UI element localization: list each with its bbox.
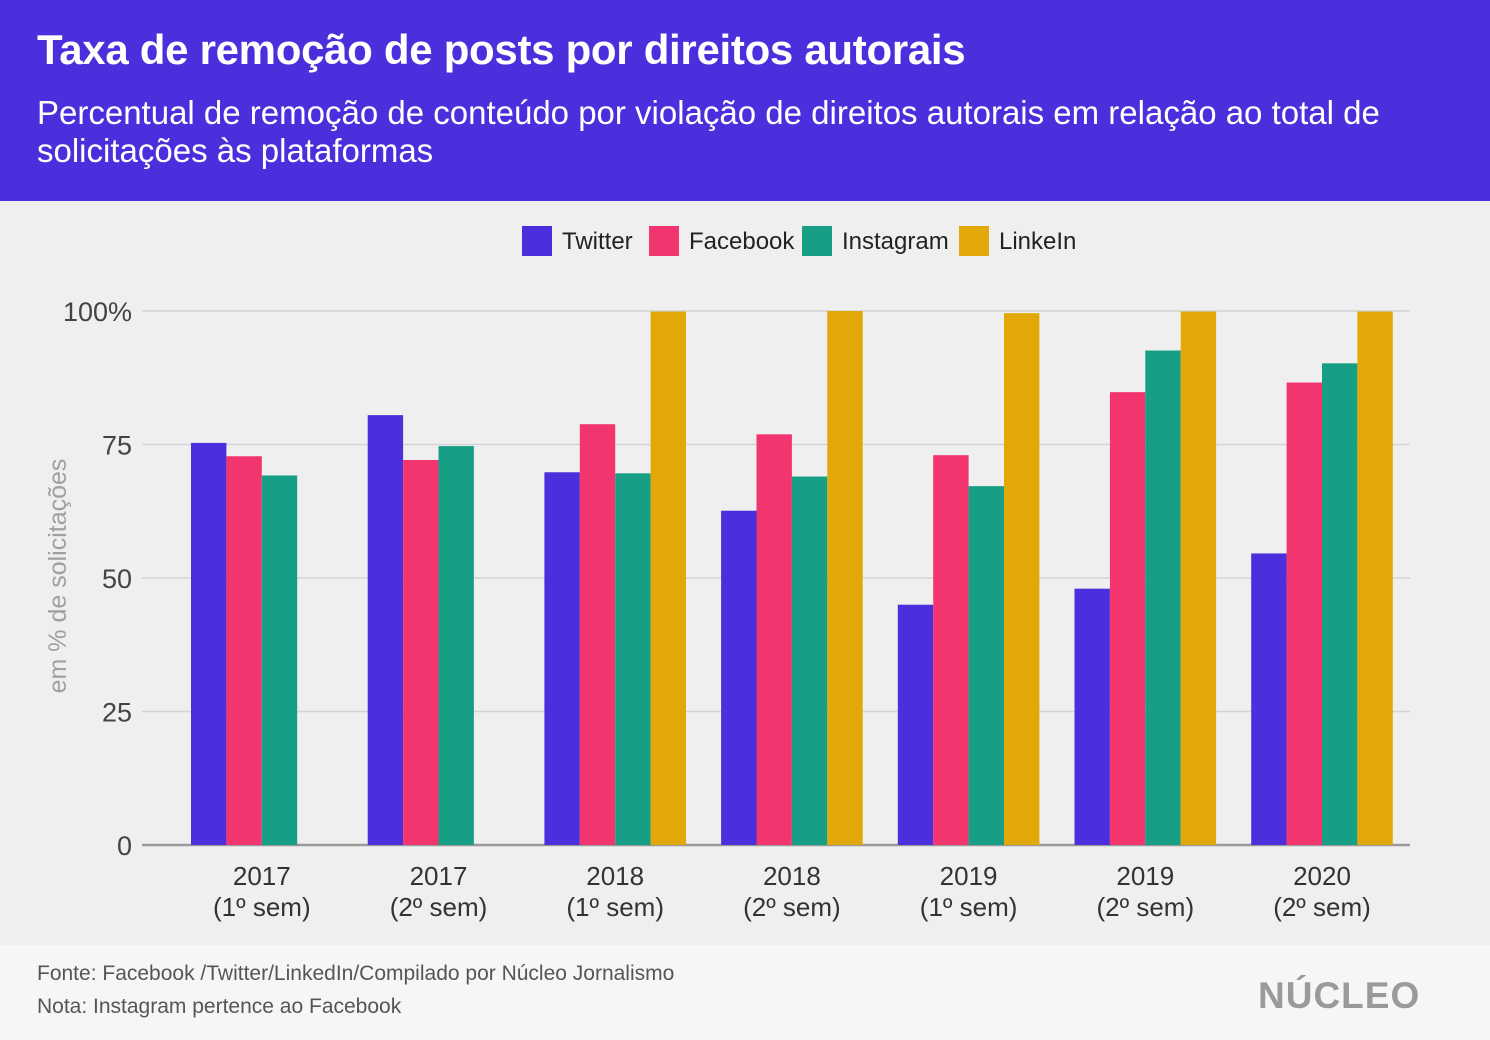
footnote: Nota: Instagram pertence ao Facebook (37, 995, 402, 1018)
x-tick-label: (1º sem) (920, 892, 1018, 922)
bar-instagram (1145, 350, 1181, 845)
x-tick-label: 2019 (1116, 861, 1174, 891)
x-tick-label: (1º sem) (566, 892, 664, 922)
bar-instagram (261, 475, 298, 845)
legend-label-facebook: Facebook (689, 228, 795, 255)
x-tick-label: (2º sem) (1096, 892, 1194, 922)
x-tick-label: (1º sem) (213, 892, 311, 922)
bar-linkein (827, 311, 863, 845)
bar-linkein (1180, 311, 1217, 845)
chart-area: 0 25 50 75 100% em % de solicitações 2017 (1º s… (0, 201, 1490, 945)
nucleo-logo: NÚCLEO (1258, 975, 1421, 1016)
bar-twitter (1074, 588, 1110, 845)
bar-instagram (791, 476, 828, 845)
x-tick-label: (2º sem) (743, 892, 841, 922)
legend-label-linkein: LinkeIn (999, 228, 1076, 255)
bar-facebook (1109, 392, 1146, 845)
legend-swatch-instagram (802, 226, 832, 256)
y-axis-title: em % de solicitações (44, 459, 72, 694)
x-tick-label: 2018 (586, 861, 644, 891)
bar-twitter (897, 604, 934, 845)
legend-swatch-twitter (522, 226, 552, 256)
x-tick-label: 2017 (410, 861, 468, 891)
x-tick-label: 2017 (233, 861, 291, 891)
bar-instagram (615, 473, 651, 845)
bar-linkein (1004, 313, 1040, 845)
x-tick-label: 2018 (763, 861, 821, 891)
y-tick-label: 100% (63, 297, 132, 327)
x-tick-label: (2º sem) (1273, 892, 1371, 922)
chart-footer: Fonte: Facebook /Twitter/LinkedIn/Compil… (0, 945, 1490, 1040)
x-tick-label: 2020 (1293, 861, 1351, 891)
bar-twitter (367, 415, 404, 845)
legend-label-instagram: Instagram (842, 228, 949, 255)
x-tick-label: (2º sem) (390, 892, 488, 922)
legend-swatch-linkein (959, 226, 989, 256)
bar-facebook (933, 455, 969, 845)
legend-swatch-facebook (649, 226, 679, 256)
x-tick-label: 2019 (940, 861, 998, 891)
bar-facebook (403, 459, 439, 845)
chart-header: Taxa de remoção de posts por direitos au… (0, 0, 1490, 201)
bar-facebook (579, 424, 616, 845)
bar-facebook (756, 434, 792, 845)
bar-twitter (191, 442, 227, 845)
legend-label-twitter: Twitter (562, 228, 633, 255)
bar-instagram (438, 446, 474, 845)
bar-linkein (650, 311, 686, 845)
chart-title: Taxa de remoção de posts por direitos au… (37, 26, 966, 73)
bar-twitter (721, 510, 757, 845)
bar-twitter (544, 472, 580, 845)
bar-facebook (226, 456, 262, 845)
bar-instagram (1322, 363, 1358, 845)
y-tick-label: 75 (102, 431, 132, 461)
chart-subtitle: Percentual de remoção de conteúdo por vi… (37, 94, 1380, 169)
bar-instagram (968, 486, 1004, 845)
bar-facebook (1286, 382, 1322, 845)
bar-linkein (1357, 311, 1393, 845)
bar-twitter (1251, 553, 1287, 845)
y-tick-label: 50 (102, 564, 132, 594)
y-tick-label: 25 (102, 698, 132, 728)
source-note: Fonte: Facebook /Twitter/LinkedIn/Compil… (37, 962, 675, 985)
y-tick-label: 0 (117, 831, 132, 861)
